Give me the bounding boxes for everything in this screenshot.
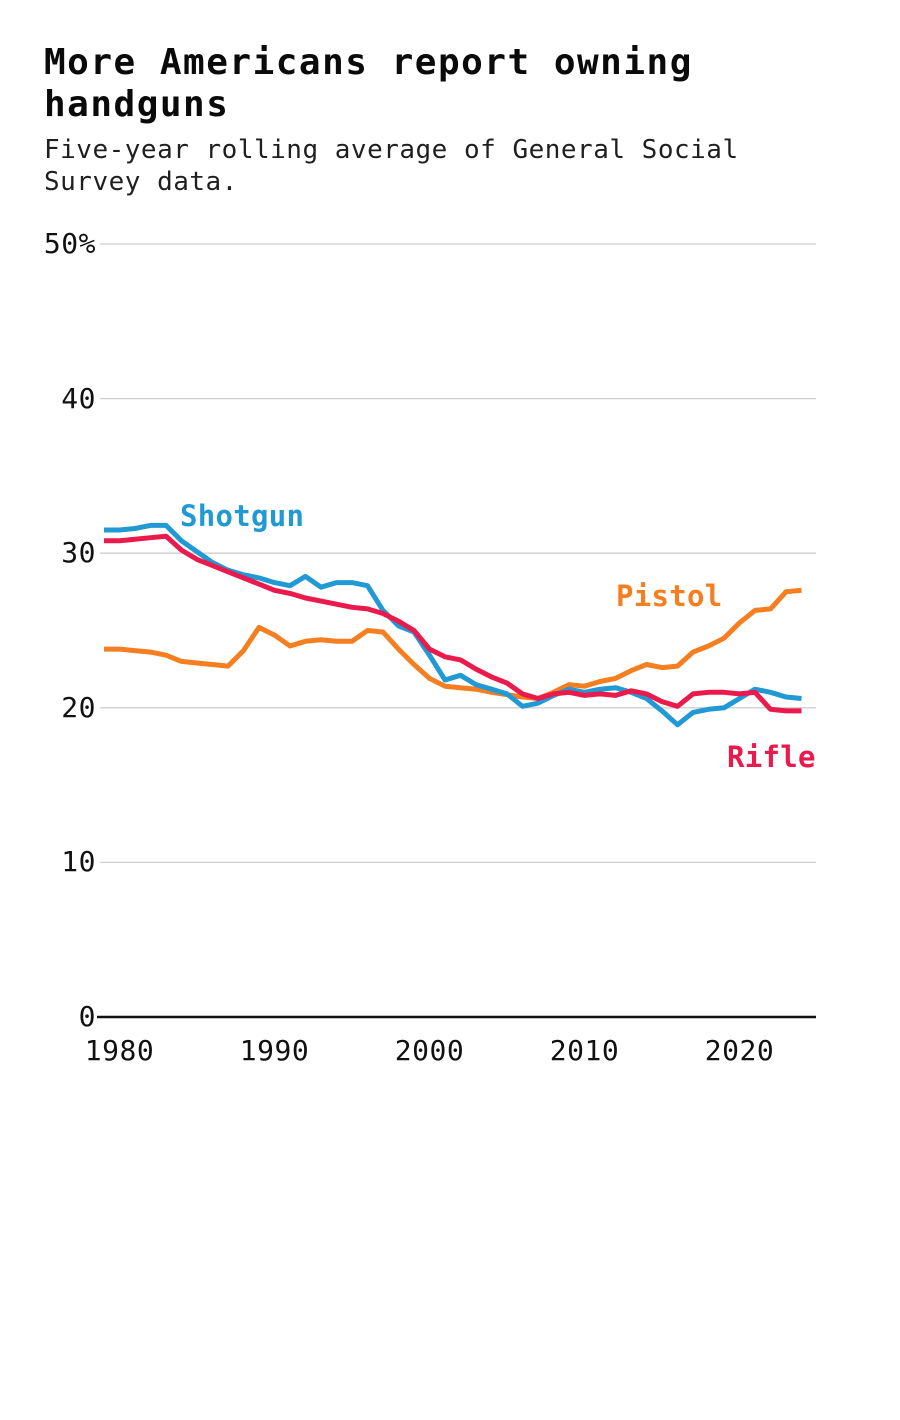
x-tick-label: 2020 xyxy=(704,1034,775,1067)
y-tick-label: 0 xyxy=(78,1000,96,1033)
chart-canvas xyxy=(97,243,816,1019)
y-tick-label: 30 xyxy=(61,536,96,570)
series-line-rifle xyxy=(104,533,802,714)
y-tick-label: 20 xyxy=(61,690,96,724)
y-tick-label: 50% xyxy=(43,227,96,260)
x-tick-label: 1980 xyxy=(84,1034,155,1067)
series-label-shotgun: Shotgun xyxy=(180,499,305,533)
x-tick-label: 1990 xyxy=(239,1034,310,1067)
series-label-rifle: Rifle xyxy=(727,740,816,774)
series-line-pistol xyxy=(104,587,802,701)
x-tick-label: 2000 xyxy=(394,1034,465,1067)
x-tick-label: 2010 xyxy=(549,1034,620,1067)
series-label-pistol: Pistol xyxy=(616,579,723,613)
y-tick-label: 10 xyxy=(61,845,96,879)
line-chart: Shotgun Pistol Rifle 50% 40 30 20 10 0 1980 199… xyxy=(43,227,816,1067)
y-tick-label: 40 xyxy=(61,381,96,415)
chart-title: More Americans report owning handguns xyxy=(44,42,693,125)
chart-subtitle: Five-year rolling average of General Soc… xyxy=(44,135,739,197)
